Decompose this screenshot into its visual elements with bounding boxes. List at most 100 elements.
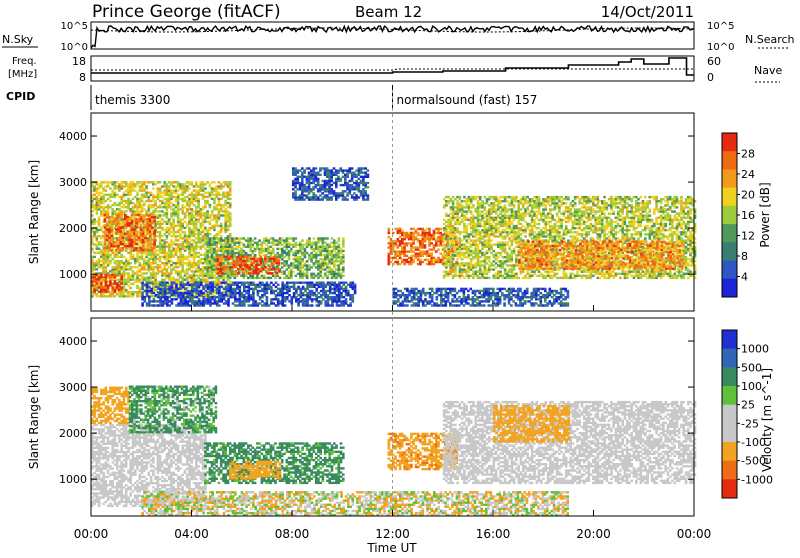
echo-cell <box>281 271 284 273</box>
echo-cell <box>291 300 294 302</box>
echo-cell <box>322 292 325 294</box>
echo-cell <box>355 184 358 186</box>
echo-cell <box>131 235 134 237</box>
echo-cell <box>262 268 265 270</box>
echo-cell <box>173 282 176 284</box>
echo-cell <box>148 298 151 300</box>
echo-cell <box>189 300 192 302</box>
echo-cell <box>132 295 135 297</box>
echo-cell <box>120 278 123 280</box>
echo-cell <box>166 262 169 264</box>
echo-cell <box>100 229 103 231</box>
echo-cell <box>106 216 109 218</box>
echo-cell <box>390 242 393 244</box>
echo-cell <box>403 259 406 261</box>
echo-cell <box>288 242 291 244</box>
echo-cell <box>154 183 157 185</box>
echo-cell <box>202 300 205 302</box>
echo-cell <box>200 300 203 302</box>
echo-cell <box>322 268 325 270</box>
echo-cell <box>105 189 108 191</box>
echo-cell <box>123 229 126 231</box>
echo-cell <box>150 252 153 254</box>
echo-cell <box>253 266 256 268</box>
echo-cell <box>390 261 393 263</box>
echo-cell <box>218 214 221 216</box>
echo-cell <box>286 298 289 300</box>
echo-cell <box>331 262 334 264</box>
echo-cell <box>239 266 242 268</box>
echo-cell <box>220 225 223 227</box>
echo-cell <box>184 192 187 194</box>
echo-cell <box>102 262 105 264</box>
echo-cell <box>141 264 144 266</box>
echo-cell <box>141 206 144 208</box>
echo-cell <box>315 298 318 300</box>
echo-cell <box>102 295 105 297</box>
echo-cell <box>114 192 117 194</box>
echo-cell <box>118 256 121 258</box>
echo-cell <box>301 184 304 186</box>
echo-cell <box>249 248 252 250</box>
echo-cell <box>131 230 134 232</box>
echo-cell <box>213 268 216 270</box>
echo-cell <box>105 278 108 280</box>
echo-cell <box>213 242 216 244</box>
echo-cell <box>100 291 103 293</box>
echo-cell <box>96 268 99 270</box>
echo-cell <box>191 300 194 302</box>
echo-cell <box>355 180 358 182</box>
echo-cell <box>426 228 429 230</box>
echo-cell <box>306 273 309 275</box>
echo-cell <box>128 230 131 232</box>
echo-cell <box>247 237 250 239</box>
echo-cell <box>248 266 251 268</box>
echo-cell <box>206 216 209 218</box>
echo-cell <box>142 249 145 251</box>
echo-cell <box>421 240 424 242</box>
echo-cell <box>328 268 331 270</box>
echo-cell <box>412 250 415 252</box>
echo-cell <box>213 237 216 239</box>
echo-cell <box>114 254 117 256</box>
echo-cell <box>249 237 252 239</box>
echo-cell <box>317 237 320 239</box>
echo-cell <box>335 246 338 248</box>
echo-cell <box>242 268 245 270</box>
echo-cell <box>315 178 318 180</box>
echo-cell <box>96 235 99 237</box>
echo-cell <box>159 282 162 284</box>
echo-cell <box>239 256 242 258</box>
echo-cell <box>283 239 286 241</box>
echo-cell <box>200 194 203 196</box>
echo-cell <box>243 282 246 284</box>
echo-cell <box>351 188 354 190</box>
echo-cell <box>220 246 223 248</box>
echo-cell <box>147 218 150 220</box>
echo-cell <box>206 268 209 270</box>
echo-cell <box>150 206 153 208</box>
echo-cell <box>243 246 246 248</box>
echo-cell <box>301 194 304 196</box>
echo-cell <box>181 248 184 250</box>
echo-cell <box>100 260 103 262</box>
echo-cell <box>200 216 203 218</box>
echo-cell <box>205 290 208 292</box>
echo-cell <box>143 187 146 189</box>
echo-cell <box>290 244 293 246</box>
echo-cell <box>162 290 165 292</box>
echo-cell <box>340 302 343 304</box>
echo-cell <box>211 218 214 220</box>
echo-cell <box>308 198 311 200</box>
echo-cell <box>170 214 173 216</box>
echo-cell <box>141 196 144 198</box>
echo-cell <box>104 243 107 245</box>
echo-cell <box>200 208 203 210</box>
echo-cell <box>318 302 321 304</box>
echo-cell <box>415 238 418 240</box>
echo-cell <box>310 256 313 258</box>
echo-cell <box>109 262 112 264</box>
echo-cell <box>215 223 218 225</box>
echo-cell <box>177 214 180 216</box>
echo-cell <box>136 277 139 279</box>
